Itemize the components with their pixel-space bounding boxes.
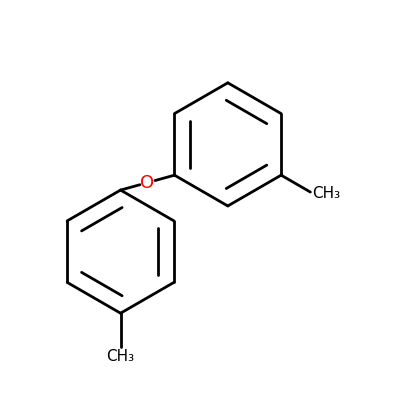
Text: O: O	[140, 174, 154, 192]
Text: CH₃: CH₃	[312, 186, 340, 200]
Text: CH₃: CH₃	[106, 349, 135, 364]
